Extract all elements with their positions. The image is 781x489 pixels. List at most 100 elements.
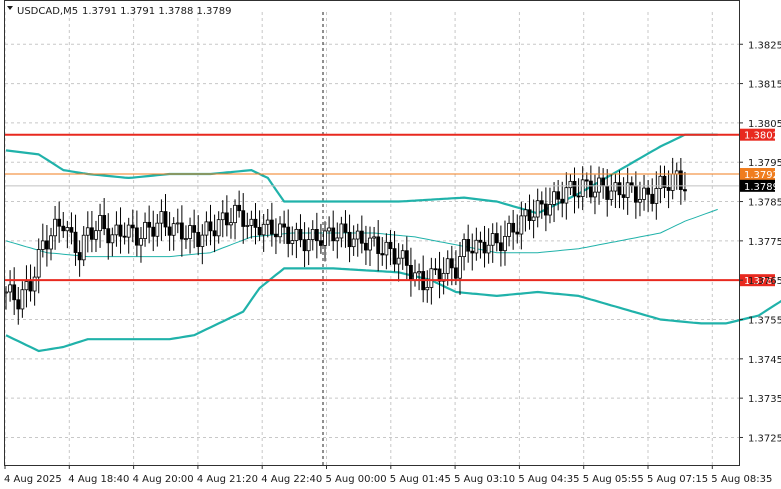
candle[interactable] <box>94 220 98 252</box>
candle[interactable] <box>306 227 311 266</box>
candle[interactable] <box>118 207 123 254</box>
candle[interactable] <box>139 227 143 263</box>
candle[interactable] <box>355 223 360 257</box>
candle[interactable] <box>184 225 188 249</box>
candle[interactable] <box>143 212 147 247</box>
candle[interactable] <box>347 214 352 263</box>
candle[interactable] <box>498 225 503 267</box>
candle[interactable] <box>163 194 168 237</box>
candle[interactable] <box>265 208 270 238</box>
candle[interactable] <box>503 220 507 266</box>
candle[interactable] <box>155 214 160 247</box>
candle[interactable] <box>437 251 442 299</box>
candle[interactable] <box>302 222 307 268</box>
candle[interactable] <box>490 223 495 263</box>
candle[interactable] <box>175 208 180 234</box>
candle[interactable] <box>531 199 536 239</box>
candle[interactable] <box>188 217 192 254</box>
candle[interactable] <box>507 215 511 247</box>
candle[interactable] <box>65 220 70 249</box>
candle[interactable] <box>638 181 642 217</box>
candle[interactable] <box>233 199 237 240</box>
candle[interactable] <box>282 210 287 244</box>
candle[interactable] <box>376 220 381 272</box>
candle[interactable] <box>368 226 372 266</box>
candle[interactable] <box>200 224 205 265</box>
candle[interactable] <box>323 221 327 262</box>
candle[interactable] <box>462 233 466 271</box>
candle[interactable] <box>134 210 139 257</box>
candle[interactable] <box>36 238 41 294</box>
candle[interactable] <box>364 225 368 265</box>
candle[interactable] <box>212 214 217 253</box>
candle[interactable] <box>77 240 82 277</box>
candle[interactable] <box>351 225 356 256</box>
candle[interactable] <box>167 211 172 251</box>
candle[interactable] <box>8 270 12 302</box>
candle[interactable] <box>85 211 90 253</box>
collapse-triangle-icon[interactable] <box>7 6 13 10</box>
candle[interactable] <box>122 222 127 245</box>
candle[interactable] <box>417 263 421 291</box>
candle[interactable] <box>45 225 49 267</box>
candle[interactable] <box>159 199 164 241</box>
candle[interactable] <box>310 220 315 251</box>
candle[interactable] <box>204 211 209 246</box>
candle[interactable] <box>678 158 683 205</box>
candle[interactable] <box>57 201 62 243</box>
candle[interactable] <box>584 172 589 198</box>
candle[interactable] <box>474 227 479 261</box>
candle[interactable] <box>564 172 569 220</box>
candle[interactable] <box>613 173 618 208</box>
candle[interactable] <box>130 209 135 243</box>
candle[interactable] <box>249 210 254 239</box>
candle[interactable] <box>319 223 323 254</box>
candle[interactable] <box>458 241 462 295</box>
candle[interactable] <box>298 214 303 248</box>
candle[interactable] <box>20 281 25 318</box>
candle[interactable] <box>658 165 663 204</box>
candle[interactable] <box>392 231 397 272</box>
candle[interactable] <box>511 209 516 250</box>
candle[interactable] <box>609 174 614 206</box>
candle[interactable] <box>576 178 581 209</box>
candle[interactable] <box>290 226 295 256</box>
candle[interactable] <box>32 266 37 306</box>
candle[interactable] <box>102 198 107 236</box>
candle[interactable] <box>548 187 552 224</box>
candle[interactable] <box>314 212 319 259</box>
candle[interactable] <box>425 270 430 303</box>
candle[interactable] <box>560 181 565 218</box>
candle[interactable] <box>12 267 17 315</box>
candle[interactable] <box>486 228 491 264</box>
candle[interactable] <box>523 203 528 232</box>
candle[interactable] <box>192 209 197 249</box>
candle[interactable] <box>53 205 57 250</box>
candle[interactable] <box>543 187 548 232</box>
candle[interactable] <box>650 178 655 212</box>
candle[interactable] <box>245 212 250 239</box>
candle[interactable] <box>593 174 597 215</box>
candle[interactable] <box>49 227 53 261</box>
candle[interactable] <box>449 245 454 286</box>
candle[interactable] <box>327 216 332 246</box>
candle[interactable] <box>519 201 524 250</box>
candle[interactable] <box>621 177 626 210</box>
candle[interactable] <box>81 226 86 267</box>
candle[interactable] <box>552 182 556 223</box>
candle[interactable] <box>482 225 487 268</box>
candle[interactable] <box>89 211 94 253</box>
candle[interactable] <box>224 195 229 237</box>
candle[interactable] <box>40 223 45 258</box>
candle[interactable] <box>331 210 336 251</box>
candle[interactable] <box>73 214 78 266</box>
candle[interactable] <box>147 205 152 244</box>
candle[interactable] <box>261 213 266 252</box>
candle[interactable] <box>527 194 532 230</box>
candle[interactable] <box>642 175 646 211</box>
candle[interactable] <box>339 216 344 248</box>
candle[interactable] <box>372 226 377 247</box>
candle[interactable] <box>335 222 340 259</box>
candle[interactable] <box>294 222 299 259</box>
candle[interactable] <box>286 209 291 258</box>
